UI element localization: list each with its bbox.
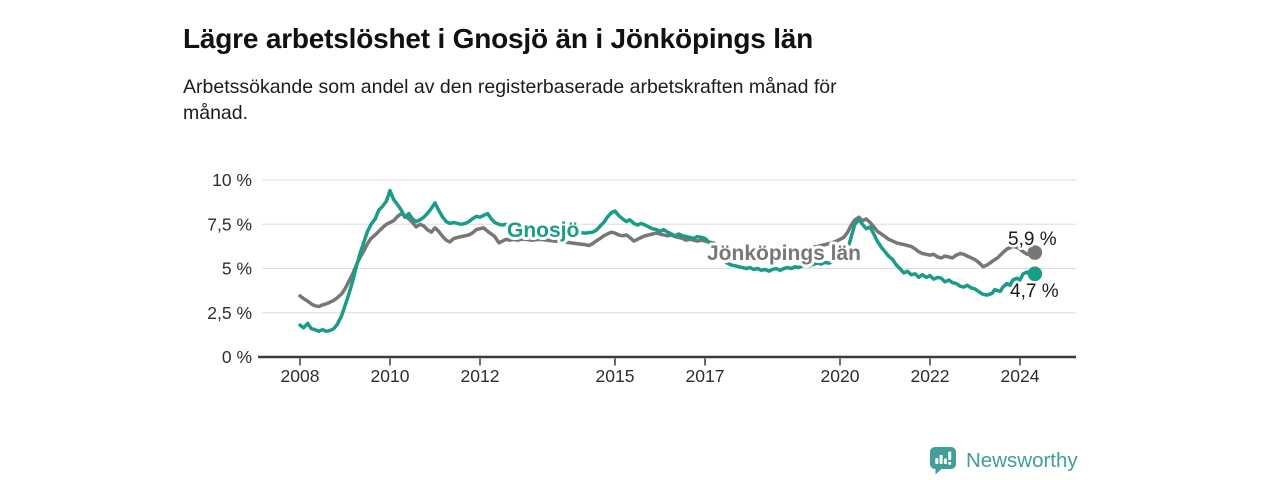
end-point-dot-gnosj bbox=[1027, 266, 1043, 282]
y-axis-tick-label: 0 % bbox=[222, 347, 252, 367]
newsworthy-logo[interactable]: Newsworthy bbox=[929, 446, 1078, 475]
x-axis-tick-label: 2010 bbox=[371, 366, 410, 386]
x-axis-tick-label: 2008 bbox=[281, 366, 320, 386]
x-axis-tick-label: 2020 bbox=[821, 366, 860, 386]
y-axis-tick-label: 2,5 % bbox=[207, 303, 252, 323]
newsworthy-bar-chart-bubble-icon bbox=[930, 447, 956, 475]
x-axis-tick-label: 2012 bbox=[461, 366, 500, 386]
x-axis-tick-label: 2017 bbox=[686, 366, 725, 386]
x-axis-tick-label: 2015 bbox=[596, 366, 635, 386]
y-axis-tick-label: 10 % bbox=[212, 170, 252, 190]
chart-subtitle-line-2: månad. bbox=[183, 102, 249, 124]
end-point-dot-j-nk-pings-l-n bbox=[1027, 245, 1043, 260]
series-inline-label-j-nk-pings-l-n: Jönköpings län bbox=[707, 242, 861, 265]
chart-subtitle-line-1: Arbetssökande som andel av den registerb… bbox=[183, 76, 837, 98]
x-axis-tick-label: 2022 bbox=[911, 366, 950, 386]
page-title: Lägre arbetslöshet i Gnosjö än i Jönköpi… bbox=[183, 22, 814, 54]
y-axis-tick-label: 7,5 % bbox=[207, 214, 252, 234]
series-line-gnosj bbox=[298, 188, 1037, 334]
end-value-label-gnosj: 4,7 % bbox=[1010, 281, 1059, 302]
newsworthy-logo-text: Newsworthy bbox=[966, 448, 1078, 472]
chart-subtitle: Arbetssökande som andel av den registerb… bbox=[183, 74, 1043, 126]
series-inline-label-gnosj: Gnosjö bbox=[507, 219, 579, 242]
end-value-label-j-nk-pings-l-n: 5,9 % bbox=[1008, 229, 1057, 250]
series-line-j-nk-pings-l-n bbox=[298, 211, 1037, 309]
x-axis-tick-label: 2024 bbox=[1001, 366, 1040, 386]
y-axis-tick-label: 5 % bbox=[222, 259, 252, 279]
